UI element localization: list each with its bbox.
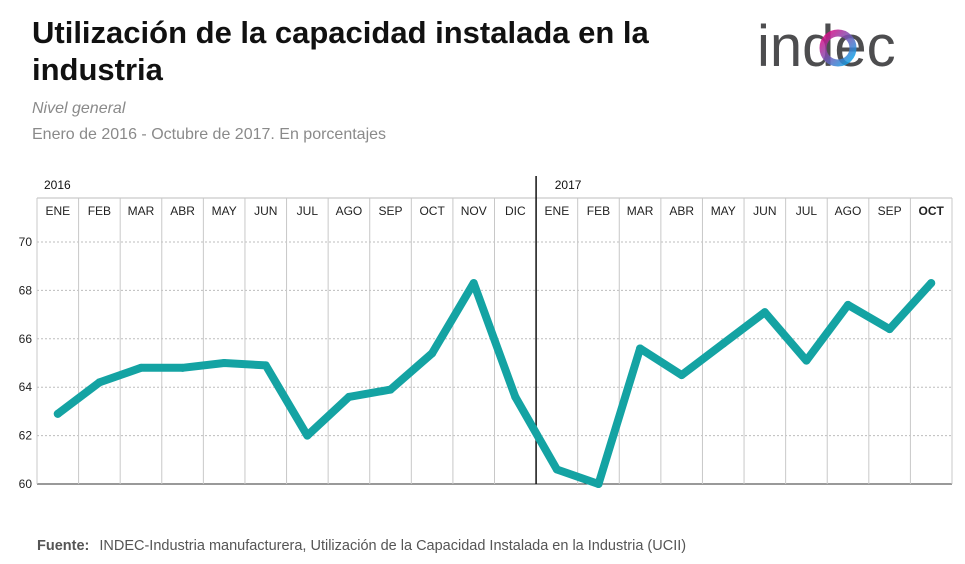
month-label: MAR [627,204,654,218]
month-label: MAR [128,204,155,218]
data-point [594,480,603,488]
month-label: JUL [796,204,818,218]
data-point [303,431,312,440]
data-point [802,356,811,365]
data-point [719,339,728,348]
month-label: ENE [545,204,570,218]
y-tick-label: 62 [19,429,33,443]
source-label: Fuente: [37,538,90,554]
year-labels: 2016 2017 [44,178,582,192]
month-label: OCT [419,204,445,218]
month-label: JUN [753,204,776,218]
month-label: NOV [461,204,487,218]
year-label: 2016 [44,178,71,192]
series-line [53,279,936,488]
y-tick-label: 68 [19,283,33,297]
month-label: OCT [919,204,945,218]
data-point [760,308,769,317]
data-point [927,279,936,288]
data-point [469,279,478,288]
month-label: ABR [170,204,195,218]
month-label: FEB [88,204,111,218]
month-label: MAY [711,204,736,218]
data-point [552,465,561,474]
month-label: DIC [505,204,526,218]
data-point [386,385,395,394]
data-point [885,325,894,334]
indec-logo: indec [757,14,896,76]
month-label: AGO [835,204,862,218]
chart-period: Enero de 2016 - Octubre de 2017. En porc… [32,126,387,143]
y-tick-label: 60 [19,477,33,491]
data-point [136,363,145,372]
data-point [636,344,645,353]
data-point [844,300,853,309]
year-label: 2017 [555,178,582,192]
month-labels: ENE FEB MAR ABR MAY JUN JUL AGO SEP OCT NOV DIC ENE F… [45,204,944,218]
data-point [53,409,62,418]
data-point [178,363,187,372]
data-point [220,359,229,367]
source-text: INDEC-Industria manufacturera, Utilizaci… [99,538,687,554]
data-point [344,392,353,401]
series-layer [53,279,936,488]
data-point [428,349,437,358]
logo-accent [819,29,857,67]
month-label: MAY [212,204,237,218]
month-label: AGO [336,204,363,218]
data-point [261,361,270,370]
month-label: FEB [587,204,610,218]
month-label: SEP [379,204,403,218]
data-point [677,371,686,380]
chart-subtitle: Nivel general [32,100,126,117]
month-label: ENE [45,204,70,218]
y-tick-label: 66 [19,332,33,346]
source-note: Fuente: INDEC-Industria manufacturera, Ut… [37,538,686,554]
chart-title: Utilización de la capacidad instalada en… [32,15,649,87]
month-label: JUN [254,204,277,218]
y-tick-label: 64 [19,380,33,394]
data-point [95,378,104,387]
month-label: ABR [669,204,694,218]
data-point [511,392,520,401]
y-axis-labels: 60 62 64 66 68 70 [19,235,33,491]
y-tick-label: 70 [19,235,33,249]
month-label: JUL [297,204,319,218]
month-label: SEP [878,204,902,218]
